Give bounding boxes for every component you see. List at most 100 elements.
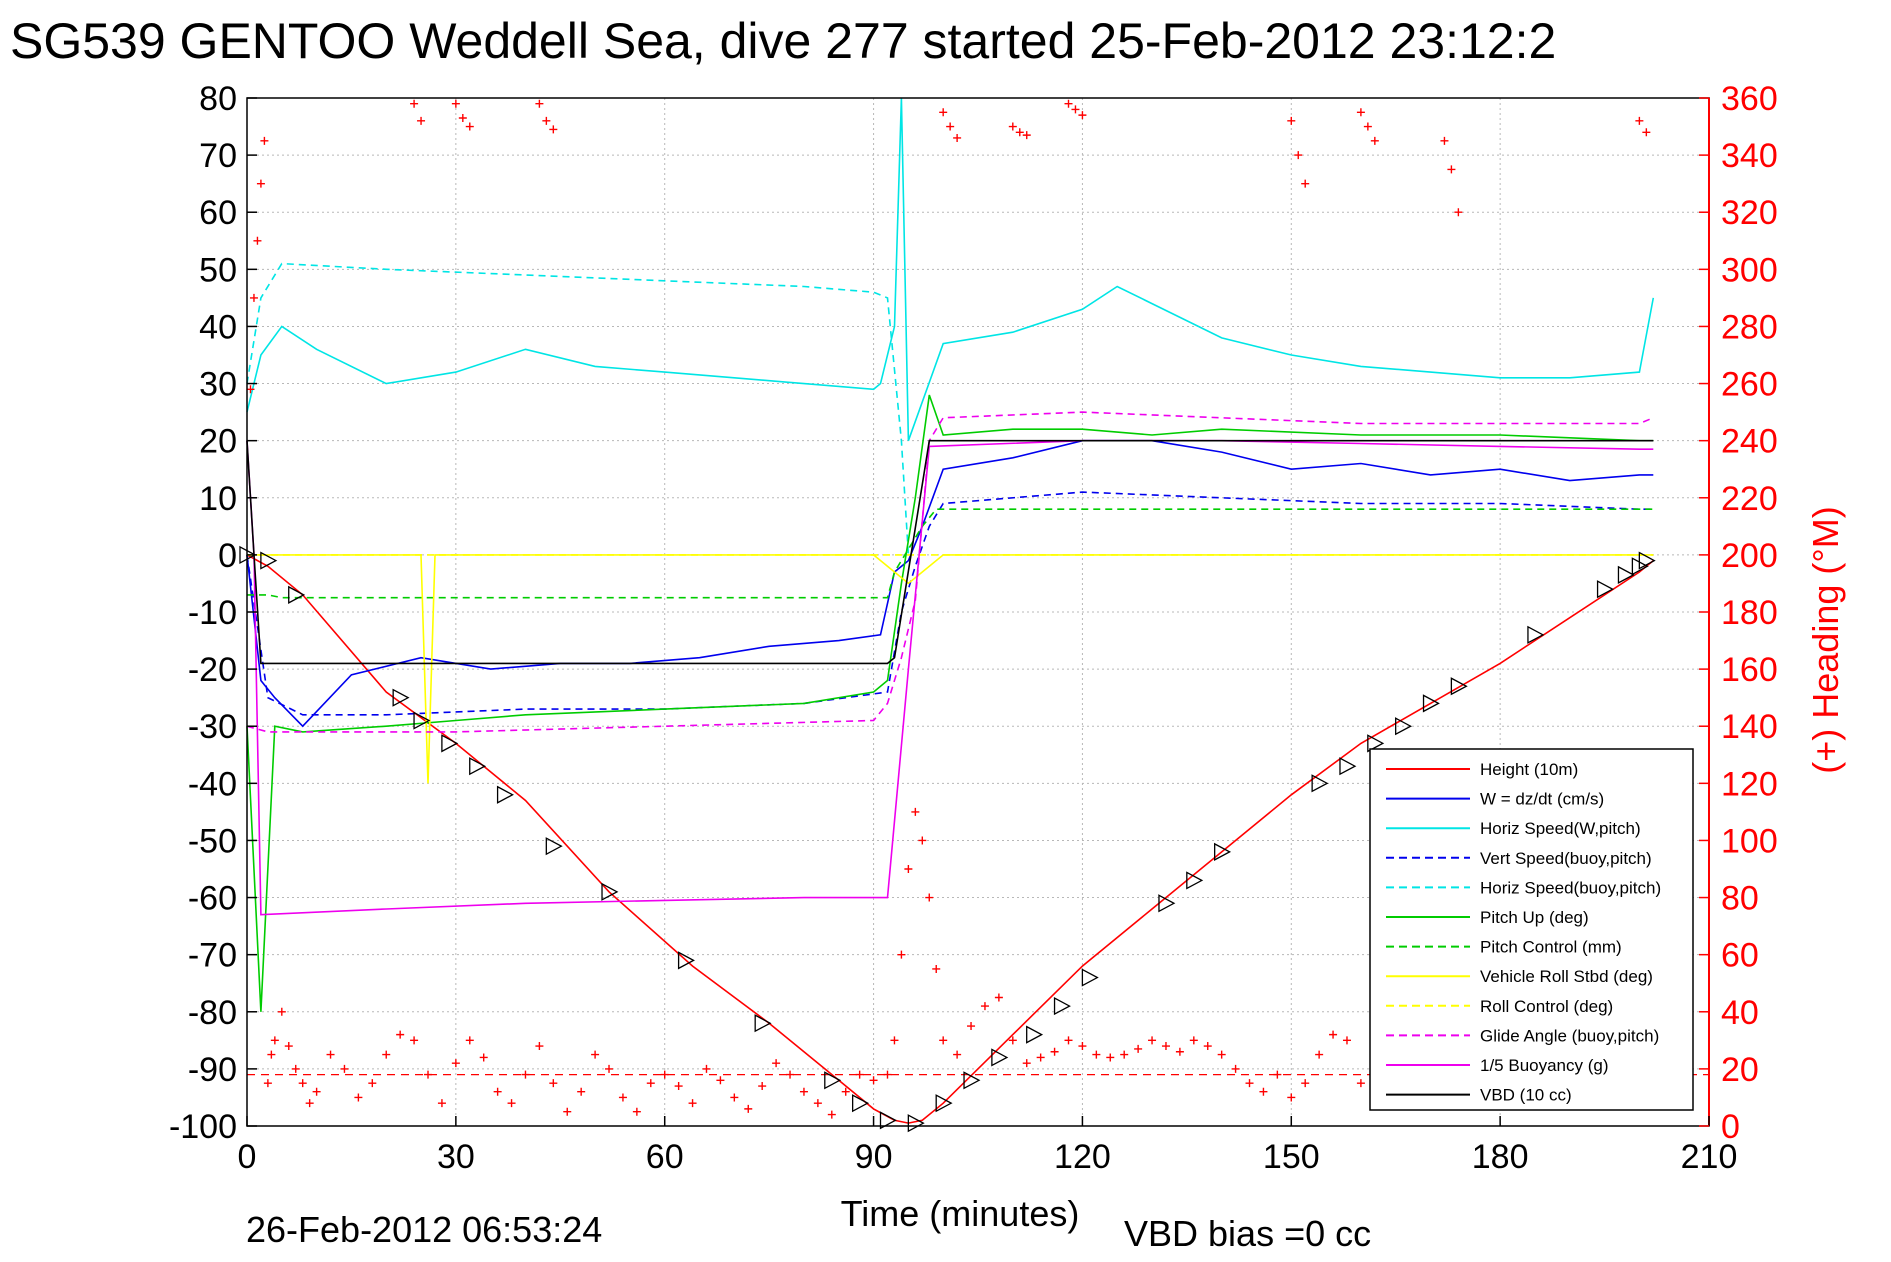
dive-marker	[392, 688, 410, 707]
heading-point	[1294, 151, 1303, 160]
heading-tick-label: 160	[1721, 651, 1778, 689]
series-layer	[246, 97, 1655, 1124]
heading-point	[1134, 1044, 1143, 1053]
y-tick-label: -90	[188, 1051, 237, 1089]
marker-layer	[239, 545, 1656, 1133]
heading-tick-label: 220	[1721, 480, 1778, 518]
x-tick-label: 0	[238, 1138, 257, 1176]
heading-point	[1015, 128, 1024, 137]
legend: Height (10m) W = dz/dt (cm/s) Horiz Speed(…	[1369, 748, 1694, 1111]
x-tick-label: 60	[646, 1138, 684, 1176]
y-axis: 80 70 60 50 40 30 20 10 0 -10 -20 -30 -40 -50 -60 -70 -8…	[169, 80, 257, 1146]
series-line-height	[246, 554, 1654, 1124]
heading-point	[458, 113, 467, 122]
vbd-bias-label: VBD bias =0 cc	[1124, 1213, 1371, 1254]
x-tick-label: 30	[437, 1138, 475, 1176]
heading-tick-label: 360	[1721, 80, 1778, 118]
heading-point	[1064, 99, 1073, 108]
series-line-vert_speed_buoy	[246, 491, 1654, 716]
x-tick-label: 90	[855, 1138, 893, 1176]
heading-point	[465, 122, 474, 131]
dive-marker	[441, 734, 459, 753]
heading-point	[980, 1002, 989, 1011]
heading-point	[786, 1070, 795, 1079]
heading-point	[326, 1050, 335, 1059]
heading-point	[688, 1099, 697, 1108]
heading-point	[897, 950, 906, 959]
x-tick-label: 120	[1054, 1138, 1111, 1176]
dive-marker	[677, 951, 695, 970]
heading-tick-label: 60	[1721, 937, 1759, 975]
heading-point	[382, 1050, 391, 1059]
heading-point	[479, 1053, 488, 1062]
heading-point	[1273, 1070, 1282, 1079]
x-tick-label: 180	[1472, 1138, 1529, 1176]
heading-point	[256, 179, 265, 188]
heading-point	[549, 125, 558, 134]
dive-marker	[851, 1094, 870, 1113]
heading-point	[911, 807, 920, 816]
y-tick-label: 30	[199, 366, 237, 404]
heading-point	[521, 1070, 530, 1079]
heading-point	[904, 865, 913, 873]
footer-timestamp: 26-Feb-2012 06:53:24	[246, 1209, 602, 1250]
heading-point	[869, 1076, 878, 1085]
heading-point	[890, 1036, 899, 1045]
heading-point	[1231, 1064, 1240, 1073]
heading-point	[632, 1107, 641, 1116]
dive-marker	[1214, 842, 1232, 861]
heading-point	[799, 1087, 808, 1096]
x-axis: 0 30 60 90 120 150 180 210	[238, 1116, 1738, 1176]
heading-point	[1440, 136, 1449, 145]
y-tick-label: -20	[188, 651, 237, 689]
dive-marker	[1527, 625, 1545, 644]
heading-axis: 3603403203002802602402202001801601401201…	[1699, 80, 1778, 1146]
dive-marker	[1053, 996, 1071, 1016]
heading-point	[855, 1070, 864, 1079]
heading-point	[535, 99, 544, 108]
heading-point	[939, 108, 948, 117]
heading-point	[1036, 1053, 1045, 1062]
heading-point	[312, 1087, 321, 1096]
heading-point	[946, 122, 955, 131]
heading-point	[1370, 136, 1379, 145]
heading-axis-title: (+) Heading (°M)	[1805, 506, 1846, 773]
x-tick-label: 210	[1681, 1138, 1738, 1176]
legend-entry-label: Roll Control (deg)	[1480, 997, 1613, 1016]
y-tick-label: 20	[199, 423, 237, 461]
heading-tick-label: 40	[1721, 994, 1759, 1032]
y-tick-label: 50	[199, 251, 237, 289]
heading-point	[563, 1107, 572, 1116]
heading-point	[1301, 179, 1310, 188]
heading-point	[1161, 1042, 1170, 1051]
y-tick-label: 80	[199, 80, 237, 118]
y-tick-label: -60	[188, 880, 237, 918]
legend-entry-label: Glide Angle (buoy,pitch)	[1480, 1026, 1659, 1045]
heading-point	[1329, 1030, 1338, 1039]
series-line-pitch_up	[246, 394, 1654, 1012]
heading-point	[410, 1036, 419, 1045]
y-tick-label: -10	[188, 594, 237, 632]
heading-point	[953, 133, 962, 142]
y-tick-label: 60	[199, 194, 237, 232]
legend-entry-label: Pitch Up (deg)	[1480, 908, 1589, 927]
heading-point	[1120, 1050, 1129, 1059]
legend-entry-label: Horiz Speed(W,pitch)	[1480, 819, 1641, 838]
series-line-w	[246, 439, 1654, 728]
heading-point	[451, 1059, 460, 1068]
heading-point	[1447, 165, 1456, 174]
heading-point	[368, 1079, 377, 1088]
y-tick-label: -100	[169, 1108, 237, 1146]
series-line-buoyancy	[246, 439, 1654, 916]
heading-point	[646, 1079, 655, 1088]
heading-point	[1454, 208, 1463, 217]
legend-entry-label: Horiz Speed(buoy,pitch)	[1480, 878, 1661, 897]
dive-marker	[1081, 968, 1099, 987]
dive-marker	[1026, 1025, 1044, 1044]
x-tick-label: 150	[1263, 1138, 1320, 1176]
y-tick-label: -40	[188, 765, 237, 803]
heading-point	[437, 1099, 446, 1108]
dive-marker	[1450, 677, 1468, 696]
series-line-pitch_control	[247, 508, 1654, 599]
heading-point	[1315, 1050, 1324, 1059]
